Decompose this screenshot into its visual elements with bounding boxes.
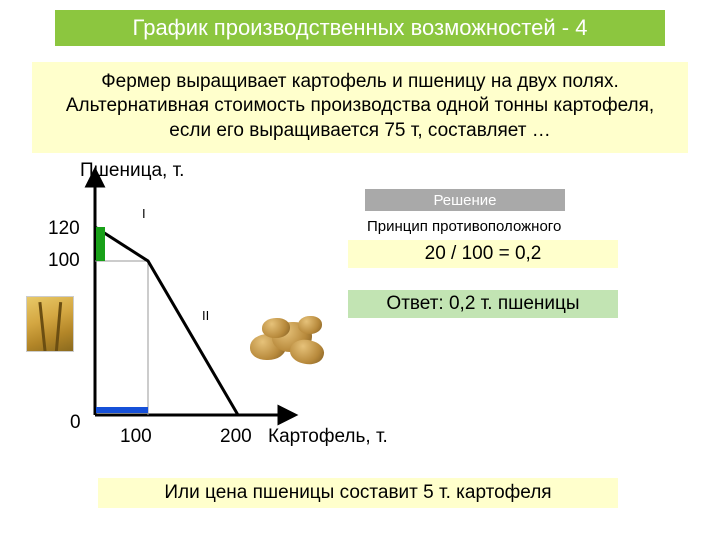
calculation: 20 / 100 = 0,2 [348, 240, 618, 268]
wheat-image [26, 296, 74, 352]
blue-highlight [96, 407, 148, 413]
solution-button[interactable]: Решение [365, 189, 565, 211]
origin-label: 0 [70, 412, 81, 434]
answer: Ответ: 0,2 т. пшеницы [348, 290, 618, 318]
y-tick-120: 120 [48, 218, 80, 240]
footer-note: Или цена пшеницы составит 5 т. картофеля [98, 478, 618, 508]
principle-text: Принцип противоположного [367, 218, 561, 235]
ppf-curve [95, 227, 238, 415]
green-highlight [96, 227, 105, 261]
problem-statement: Фермер выращивает картофель и пшеницу на… [32, 62, 688, 153]
ppf-chart [80, 175, 330, 435]
y-tick-100: 100 [48, 250, 80, 272]
slide-title: График производственных возможностей - 4 [55, 10, 665, 46]
